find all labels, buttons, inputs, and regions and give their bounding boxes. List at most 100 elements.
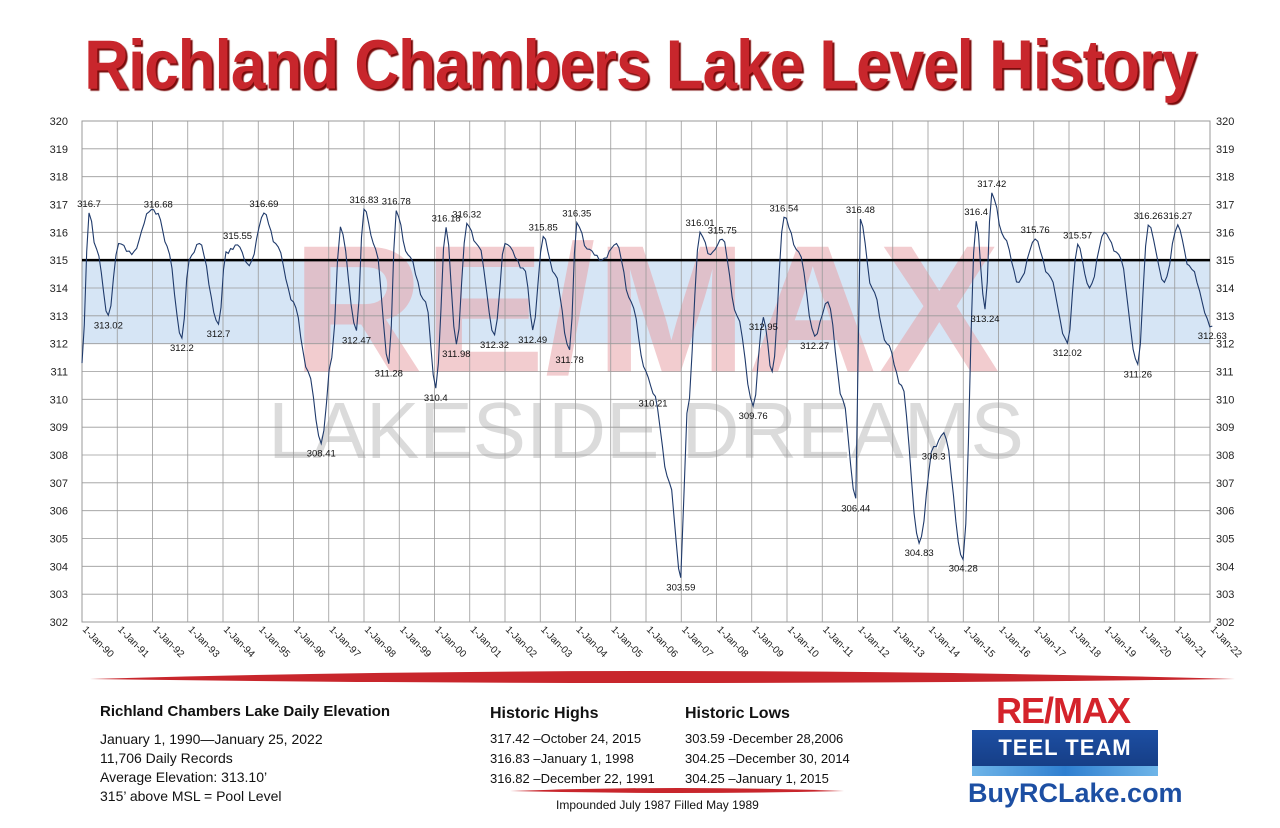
data-label: 312.02 (1053, 348, 1082, 359)
logo-brand: RE/MAX (995, 690, 1131, 731)
y-tick-label-left: 312 (50, 339, 68, 351)
highs-item: 317.42 –October 24, 2015 (490, 731, 642, 746)
data-label: 316.68 (144, 199, 173, 210)
data-label: 316.32 (452, 209, 481, 220)
data-label: 315.76 (1021, 225, 1050, 236)
data-label: 317.42 (977, 179, 1006, 190)
stats-line: 11,706 Daily Records (100, 750, 233, 766)
x-axis: 1-Jan-90 1-Jan-91 1-Jan-92 1-Jan-93 1-Jan-94… (80, 624, 1244, 660)
series-layer (81, 192, 1213, 578)
y-tick-label-right: 308 (1216, 450, 1234, 462)
highs-item: 316.82 –December 22, 1991 (490, 771, 655, 786)
logo-website: BuyRCLake.com (968, 778, 1183, 808)
data-label: 303.59 (666, 583, 695, 594)
x-tick-label: 1-Jan-12 (855, 624, 891, 660)
x-tick-label: 1-Jan-20 (1137, 624, 1173, 660)
stats-line: Average Elevation: 313.10’ (100, 769, 268, 785)
x-tick-label: 1-Jan-02 (503, 624, 539, 660)
x-tick-label: 1-Jan-01 (468, 624, 504, 660)
data-label: 312.27 (800, 341, 829, 352)
x-tick-label: 1-Jan-08 (714, 624, 750, 660)
y-tick-label-left: 307 (50, 478, 68, 490)
data-label: 312.95 (749, 322, 778, 333)
y-tick-label-left: 318 (50, 172, 68, 184)
remax-logo: RE/MAX TEEL TEAM BuyRCLake.com (968, 690, 1248, 810)
data-label: 316.54 (769, 203, 798, 214)
y-tick-label-left: 313 (50, 311, 68, 323)
y-tick-label-right: 312 (1216, 339, 1234, 351)
data-label: 304.28 (949, 564, 978, 575)
y-tick-label-left: 319 (50, 144, 68, 156)
y-tick-label-left: 316 (50, 227, 68, 239)
footnote-swoosh (510, 788, 844, 793)
y-tick-label-left: 304 (50, 561, 68, 573)
x-tick-label: 1-Jan-16 (996, 624, 1032, 660)
y-tick-label-right: 317 (1216, 200, 1234, 212)
y-tick-label-left: 310 (50, 394, 68, 406)
y-tick-label-right: 306 (1216, 506, 1234, 518)
y-tick-label-right: 314 (1216, 283, 1234, 295)
y-axis-right: 302 303 304 305 306 307 308 309 310 311 312 313 314 3… (1216, 116, 1234, 629)
data-label: 304.83 (905, 548, 934, 559)
data-label: 312.32 (480, 340, 509, 351)
stats-panel: Richland Chambers Lake Daily Elevation J… (100, 703, 460, 806)
data-label: 306.44 (841, 503, 870, 514)
y-tick-label-right: 305 (1216, 534, 1234, 546)
data-label: 313.02 (94, 320, 123, 331)
x-tick-label: 1-Jan-09 (750, 624, 786, 660)
x-tick-label: 1-Jan-17 (1032, 624, 1068, 660)
data-label: 315.57 (1063, 230, 1092, 241)
x-tick-label: 1-Jan-95 (256, 624, 292, 660)
x-tick-label: 1-Jan-13 (891, 624, 927, 660)
y-tick-label-left: 314 (50, 283, 68, 295)
x-tick-label: 1-Jan-97 (327, 624, 363, 660)
x-tick-label: 1-Jan-98 (362, 624, 398, 660)
y-tick-label-left: 302 (50, 617, 68, 629)
y-tick-label-right: 310 (1216, 394, 1234, 406)
x-tick-label: 1-Jan-03 (538, 624, 574, 660)
data-label: 311.28 (375, 369, 403, 380)
x-tick-label: 1-Jan-93 (186, 624, 222, 660)
x-tick-label: 1-Jan-19 (1102, 624, 1138, 660)
lows-item: 303.59 -December 28,2006 (685, 731, 844, 746)
y-tick-label-left: 320 (50, 116, 68, 128)
x-tick-label: 1-Jan-04 (573, 624, 609, 660)
data-label: 316.35 (562, 209, 591, 220)
historic-lows: Historic Lows 303.59 -December 28,2006 3… (685, 705, 850, 789)
data-label: 312.63 (1198, 331, 1227, 342)
lows-item: 304.25 –January 1, 2015 (685, 771, 829, 786)
x-tick-label: 1-Jan-94 (221, 624, 257, 660)
data-label: 312.2 (170, 343, 194, 354)
lows-heading: Historic Lows (685, 705, 790, 722)
data-label: 316.69 (249, 199, 278, 210)
data-label: 311.78 (555, 355, 583, 366)
stats-line: January 1, 1990—January 25, 2022 (100, 731, 323, 747)
y-tick-label-right: 302 (1216, 617, 1234, 629)
data-label: 310.4 (424, 393, 448, 404)
y-tick-label-right: 307 (1216, 478, 1234, 490)
data-label: 313.24 (971, 314, 1000, 325)
data-label: 316.78 (382, 197, 411, 208)
highs-item: 316.83 –January 1, 1998 (490, 751, 634, 766)
x-tick-label: 1-Jan-14 (926, 624, 962, 660)
y-tick-label-right: 318 (1216, 172, 1234, 184)
data-label: 311.98 (442, 349, 470, 360)
stats-line: 315’ above MSL = Pool Level (100, 788, 282, 804)
data-label: 310.21 (639, 398, 668, 409)
y-tick-label-right: 304 (1216, 561, 1234, 573)
data-label: 315.75 (708, 225, 737, 236)
data-label: 311.26 (1124, 369, 1152, 380)
x-tick-label: 1-Jan-92 (150, 624, 186, 660)
x-tick-label: 1-Jan-05 (609, 624, 645, 660)
data-label: 316.4 (964, 207, 988, 218)
y-tick-label-left: 306 (50, 506, 68, 518)
y-tick-label-right: 319 (1216, 144, 1234, 156)
y-tick-label-right: 315 (1216, 255, 1234, 267)
historic-highs: Historic Highs 317.42 –October 24, 2015 … (490, 705, 655, 789)
y-tick-label-right: 311 (1216, 367, 1234, 379)
y-tick-label-left: 315 (50, 255, 68, 267)
x-tick-label: 1-Jan-18 (1067, 624, 1103, 660)
x-tick-label: 1-Jan-96 (291, 624, 327, 660)
data-label: 312.47 (342, 336, 371, 347)
